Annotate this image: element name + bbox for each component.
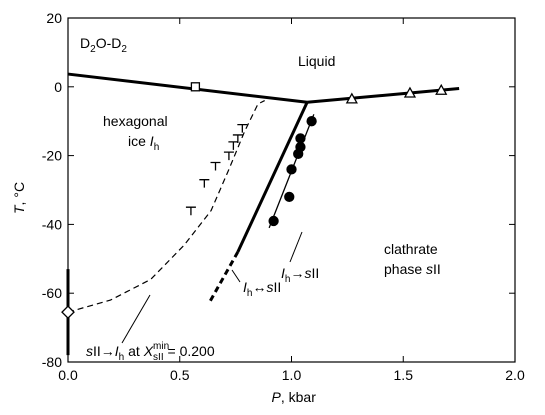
y-tick-label: -80 (42, 354, 62, 370)
circle-marker (293, 148, 304, 160)
line (307, 87, 460, 104)
text-segment: clathrate (384, 241, 438, 257)
text-segment: h (154, 142, 160, 153)
diamond-marker (61, 305, 75, 320)
tee-marker (210, 161, 221, 171)
line (67, 100, 265, 313)
text-segment: II (433, 261, 441, 277)
square-marker (190, 82, 201, 92)
text-segment: at (124, 343, 143, 359)
text-segment: D (80, 35, 90, 51)
text-segment: ice (128, 133, 150, 149)
line (67, 72, 308, 104)
circle-marker (286, 164, 297, 175)
circle-marker (284, 191, 295, 203)
y-tick-label: -60 (42, 285, 62, 301)
text-segment: hexagonal (103, 113, 168, 129)
text-segment: → (290, 265, 304, 281)
triangle-marker (345, 92, 358, 104)
text-segment: Liquid (298, 53, 335, 69)
text-segment: II (311, 265, 319, 281)
text-segment: I (150, 133, 154, 149)
text-segment: 2 (90, 44, 96, 55)
x-tick-label: 1.0 (282, 367, 302, 383)
x-axis-label: P, kbar (272, 389, 317, 405)
annotation: Liquid (298, 53, 335, 69)
triangle-marker (403, 86, 417, 98)
leader-line (231, 269, 241, 283)
annotation: phase sII (384, 261, 441, 277)
tee-marker (199, 179, 210, 188)
line (207, 251, 240, 305)
text-segment: sII (153, 352, 164, 363)
annotation: Ih→sII (281, 265, 319, 285)
leader-line (289, 231, 303, 263)
text-segment: s (426, 261, 433, 277)
text-segment: 2 (121, 44, 127, 55)
text-segment: T (11, 204, 27, 214)
text-segment: P (272, 389, 282, 405)
line (236, 101, 309, 253)
text-segment: s (86, 343, 93, 359)
text-segment: II→ (93, 343, 115, 359)
annotation: Ih↔sII (243, 279, 281, 299)
x-tick-label: 0.5 (170, 367, 190, 383)
circle-marker (306, 116, 317, 127)
text-segment: , kbar (281, 389, 316, 405)
annotation: ice Ih (128, 133, 159, 153)
tee-marker (223, 151, 234, 161)
text-segment: min (153, 341, 169, 352)
circle-marker (268, 215, 279, 227)
text-segment: , °C (11, 182, 27, 206)
x-tick-label: 1.5 (394, 367, 414, 383)
annotation: clathrate (384, 241, 438, 257)
text-segment: h (247, 288, 253, 299)
text-segment: I (281, 265, 285, 281)
circle-marker (295, 133, 306, 144)
text-segment: h (119, 352, 125, 363)
text-segment: s (266, 279, 273, 295)
triangle-marker (435, 83, 448, 95)
x-tick-label: 0.0 (58, 367, 78, 383)
text-segment: I (115, 343, 119, 359)
leader-line (121, 294, 151, 344)
text-segment: ↔ (252, 279, 266, 295)
y-tick-label: 0 (54, 79, 62, 95)
text-segment: I (243, 279, 247, 295)
tee-marker (185, 206, 196, 216)
text-segment: s (304, 265, 311, 281)
text-segment: II (273, 279, 281, 295)
y-tick-label: 20 (46, 10, 62, 26)
x-tick-label: 2.0 (505, 367, 525, 383)
tee-marker (228, 141, 239, 150)
text-segment: phase (384, 261, 426, 277)
plot-frame (67, 17, 516, 363)
text-segment: = 0.200 (164, 343, 215, 359)
y-axis-label: T, °C (11, 182, 27, 214)
text-segment: O-D (96, 35, 122, 51)
text-segment: h (285, 274, 291, 285)
y-tick-label: -40 (42, 216, 62, 232)
annotation: hexagonal (103, 113, 168, 129)
annotation: sII→Ih at Xmin sII = 0.200 (86, 341, 215, 363)
text-segment: X (143, 343, 154, 359)
y-tick-label: -20 (42, 148, 62, 164)
tee-marker (237, 123, 248, 133)
annotation: D2O-D2 (80, 35, 127, 55)
